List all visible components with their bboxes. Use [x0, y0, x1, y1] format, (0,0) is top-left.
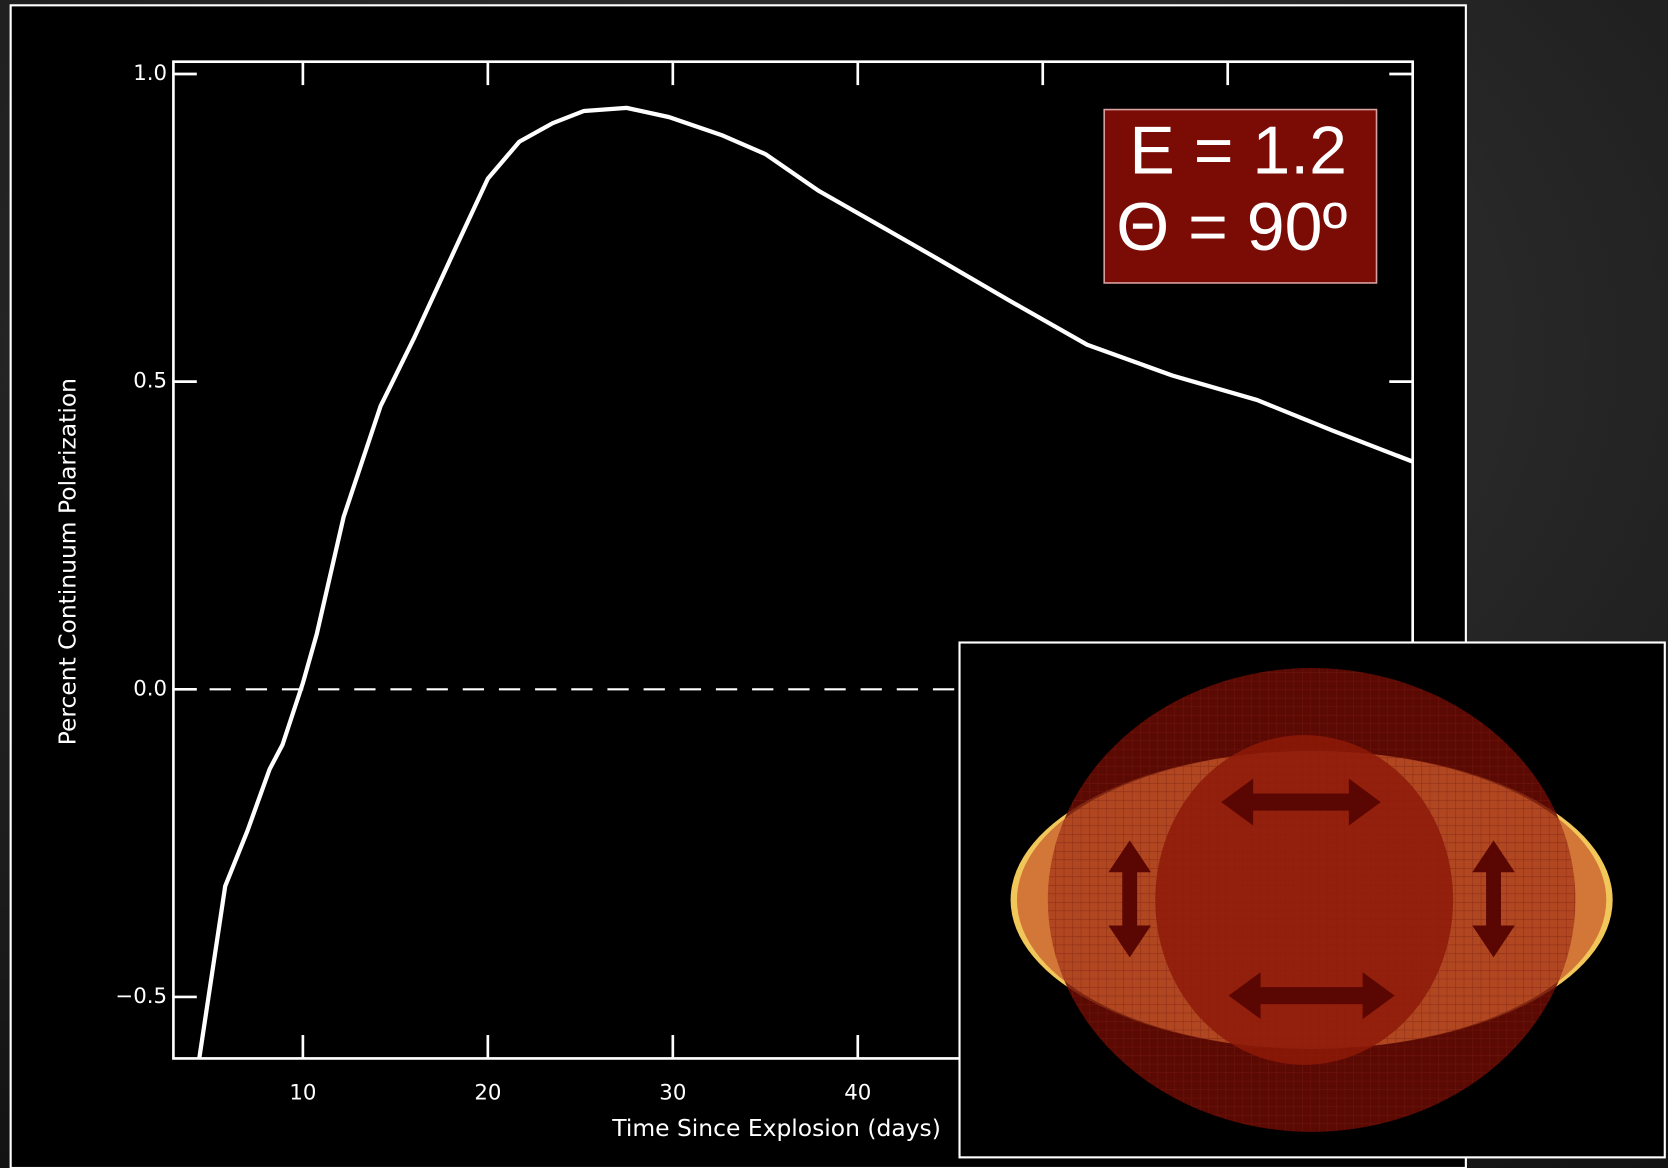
y-tick-label: 0.0 — [133, 676, 167, 701]
y-tick-label: 0.5 — [133, 369, 167, 394]
inset — [960, 643, 1665, 1158]
y-axis-label: Percent Continuum Polarization — [54, 378, 82, 745]
annotation: E = 1.2 — [1129, 112, 1347, 188]
x-tick-label: 10 — [289, 1081, 316, 1106]
x-tick-label: 40 — [844, 1081, 871, 1106]
x-axis-label: Time Since Explosion (days) — [611, 1114, 941, 1142]
x-tick-label: 20 — [474, 1081, 501, 1106]
x-tick-label: 30 — [659, 1081, 686, 1106]
y-tick-label: −0.5 — [115, 984, 167, 1009]
slide: Time Since Explosion (days) Percent Cont… — [0, 0, 1668, 1168]
body: Time Since Explosion (days) Percent Cont… — [0, 0, 1668, 1168]
annotation: Θ = 90º — [1116, 189, 1347, 265]
page: {"chart_data": {"type": "line", "xlabel"… — [0, 0, 1668, 1168]
y-tick-label: 1.0 — [133, 61, 167, 86]
circle-inner — [1155, 735, 1453, 1065]
